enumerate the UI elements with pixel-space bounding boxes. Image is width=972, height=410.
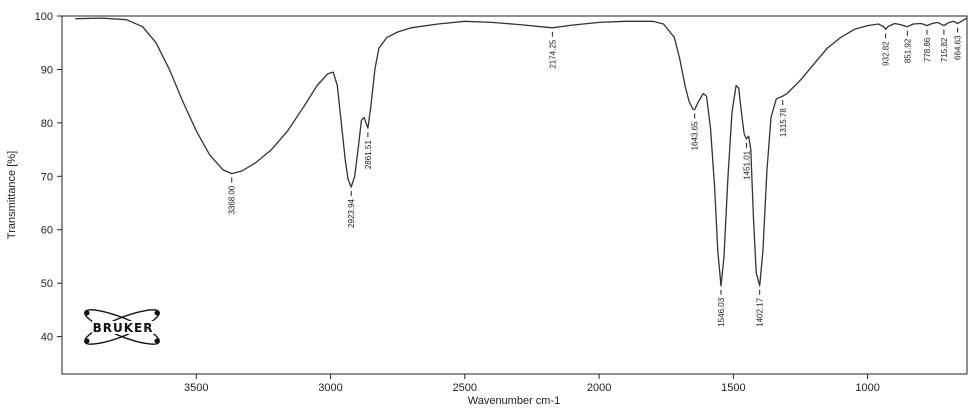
y-tick-label: 40 [41, 332, 53, 344]
x-tick-label: 1000 [855, 382, 879, 394]
peak-label: 715.82 [940, 37, 949, 62]
peak-label: 778.86 [923, 37, 932, 62]
peak-label: 1451.01 [743, 150, 752, 179]
y-tick-label: 90 [41, 64, 53, 76]
y-tick-label: 100 [35, 11, 53, 23]
bruker-logo-text: BRUKER [93, 321, 154, 335]
y-tick-label: 70 [41, 171, 53, 183]
peak-label: 3368.00 [228, 185, 237, 214]
x-tick-label: 2500 [453, 382, 477, 394]
y-axis: 40 50 60 70 80 90 100 [35, 11, 62, 344]
peak-labels: 3368.00 2923.94 2861.51 2174.25 1643.65 1546.… [228, 27, 963, 327]
bruker-logo: BRUKER [84, 309, 160, 345]
y-tick-label: 80 [41, 118, 53, 130]
peak-label: 932.82 [882, 41, 891, 66]
peak-label: 1643.65 [691, 121, 700, 150]
x-tick-label: 2000 [587, 382, 611, 394]
y-tick-label: 50 [41, 278, 53, 290]
peak-label: 851.92 [903, 38, 912, 63]
x-tick-label: 3000 [318, 382, 342, 394]
x-tick-label: 1500 [721, 382, 745, 394]
x-axis: 3500 3000 2500 2000 1500 1000 [184, 374, 880, 394]
x-axis-title: Wavenumber cm-1 [468, 395, 561, 407]
y-axis-title: Transmittance [%] [6, 151, 18, 239]
y-tick-label: 60 [41, 225, 53, 237]
x-tick-label: 3500 [184, 382, 208, 394]
peak-label: 1546.03 [717, 297, 726, 326]
peak-label: 2174.25 [548, 39, 557, 68]
spectrum-line [75, 17, 968, 287]
peak-label: 664.63 [954, 35, 963, 60]
peak-label: 1315.78 [779, 108, 788, 137]
atom-orbit-icon [84, 309, 160, 345]
peak-label: 2923.94 [347, 198, 356, 227]
peak-label: 2861.51 [364, 140, 373, 169]
plot-frame [61, 15, 968, 375]
peak-label: 1402.17 [756, 297, 765, 326]
